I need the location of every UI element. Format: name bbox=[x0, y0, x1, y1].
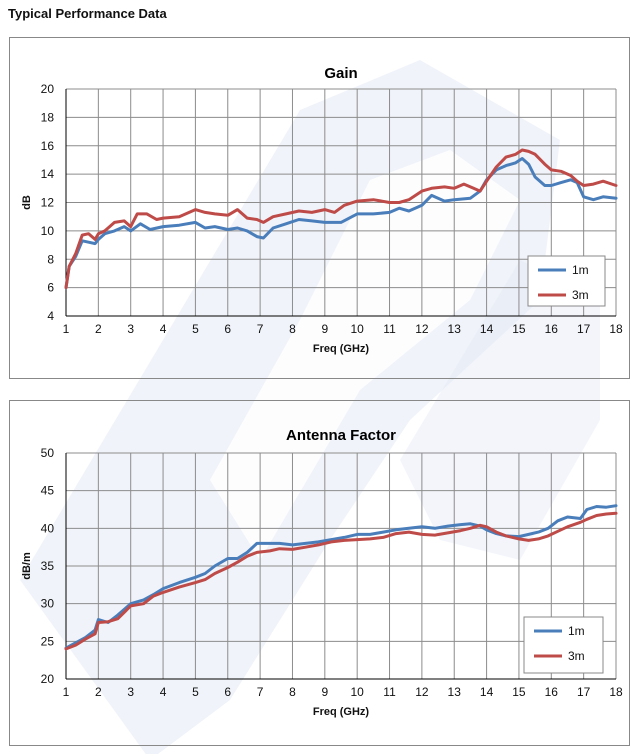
y-tick-label: 20 bbox=[41, 82, 55, 96]
x-tick-label: 5 bbox=[192, 685, 199, 699]
x-tick-label: 2 bbox=[95, 685, 102, 699]
series-line-1m bbox=[64, 157, 618, 290]
x-tick-label: 1 bbox=[63, 322, 70, 336]
x-axis-label: Freq (GHz) bbox=[313, 343, 370, 355]
x-tick-label: 16 bbox=[545, 685, 559, 699]
y-tick-label: 40 bbox=[41, 521, 55, 535]
y-tick-label: 50 bbox=[41, 446, 55, 460]
x-tick-label: 1 bbox=[63, 685, 70, 699]
x-tick-label: 7 bbox=[257, 685, 264, 699]
legend-box bbox=[527, 255, 606, 307]
x-tick-label: 9 bbox=[321, 322, 328, 336]
y-tick-label: 12 bbox=[41, 196, 55, 210]
y-tick-label: 4 bbox=[47, 309, 54, 323]
x-tick-label: 3 bbox=[127, 685, 134, 699]
legend-box bbox=[523, 616, 604, 674]
legend-label-3m: 3m bbox=[572, 288, 589, 302]
x-tick-label: 17 bbox=[577, 685, 591, 699]
y-tick-label: 6 bbox=[47, 281, 54, 295]
y-tick-label: 8 bbox=[47, 252, 54, 266]
page-title: Typical Performance Data bbox=[8, 6, 167, 21]
x-tick-label: 15 bbox=[512, 685, 526, 699]
x-tick-label: 13 bbox=[448, 322, 462, 336]
y-tick-label: 18 bbox=[41, 110, 55, 124]
x-tick-label: 6 bbox=[224, 685, 231, 699]
x-tick-label: 13 bbox=[448, 685, 462, 699]
x-tick-label: 10 bbox=[350, 685, 364, 699]
chart-title: Antenna Factor bbox=[286, 427, 396, 444]
x-tick-label: 12 bbox=[415, 685, 429, 699]
x-tick-label: 4 bbox=[160, 685, 167, 699]
x-tick-label: 8 bbox=[289, 685, 296, 699]
legend-label-1m: 1m bbox=[572, 263, 589, 277]
y-tick-label: 16 bbox=[41, 139, 55, 153]
legend-label-3m: 3m bbox=[568, 649, 585, 663]
x-tick-label: 2 bbox=[95, 322, 102, 336]
legend-label-1m: 1m bbox=[568, 624, 585, 638]
x-tick-label: 16 bbox=[545, 322, 559, 336]
x-tick-label: 3 bbox=[127, 322, 134, 336]
y-tick-label: 10 bbox=[41, 224, 55, 238]
x-tick-label: 12 bbox=[415, 322, 429, 336]
x-tick-label: 11 bbox=[383, 322, 396, 336]
series-line-1m bbox=[64, 504, 618, 650]
x-tick-label: 18 bbox=[609, 685, 623, 699]
antenna-factor-chart-panel: Antenna Factor 1 2 3 4 5 6 7 8 9 10 11 12 13 14 15 16 17 1… bbox=[9, 400, 630, 746]
x-tick-label: 11 bbox=[383, 685, 396, 699]
chart-title: Gain bbox=[324, 65, 357, 82]
gain-chart-panel: Gain 1 2 3 4 5 6 7 8 9 10 11 12 13 14 15 16 17 18 4 6 8 10 12 14… bbox=[9, 37, 630, 379]
x-tick-label: 7 bbox=[257, 322, 264, 336]
y-tick-label: 14 bbox=[41, 167, 55, 181]
x-tick-label: 6 bbox=[224, 322, 231, 336]
y-tick-label: 35 bbox=[41, 559, 55, 573]
y-axis-label: dB/m bbox=[21, 552, 33, 580]
y-tick-label: 20 bbox=[41, 672, 55, 686]
x-tick-label: 5 bbox=[192, 322, 199, 336]
series-line-3m bbox=[64, 148, 618, 290]
y-axis-label: dB bbox=[21, 195, 33, 210]
y-tick-label: 45 bbox=[41, 484, 55, 498]
x-axis-label: Freq (GHz) bbox=[313, 706, 370, 718]
x-tick-label: 14 bbox=[480, 685, 494, 699]
x-tick-label: 9 bbox=[321, 685, 328, 699]
series-line-3m bbox=[64, 511, 618, 651]
x-tick-label: 10 bbox=[350, 322, 364, 336]
x-tick-label: 8 bbox=[289, 322, 296, 336]
y-tick-label: 25 bbox=[41, 634, 55, 648]
x-tick-label: 14 bbox=[480, 322, 494, 336]
x-tick-label: 15 bbox=[512, 322, 526, 336]
x-tick-label: 18 bbox=[609, 322, 623, 336]
x-tick-label: 17 bbox=[577, 322, 591, 336]
y-tick-label: 30 bbox=[41, 597, 55, 611]
x-tick-label: 4 bbox=[160, 322, 167, 336]
